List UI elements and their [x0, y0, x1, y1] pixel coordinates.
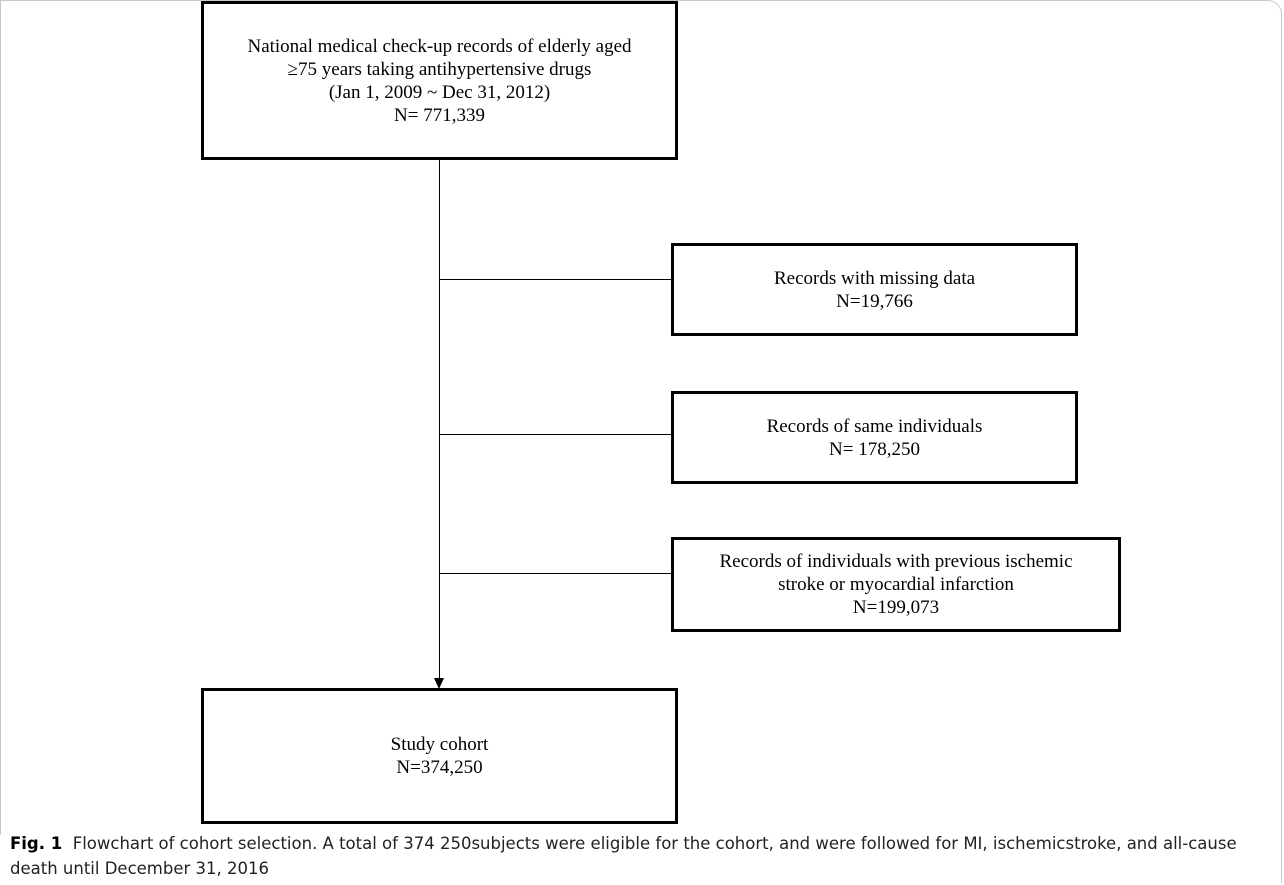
study-cohort-count: N=374,250 — [396, 757, 483, 778]
source-records-count: N= 771,339 — [394, 104, 485, 126]
connector-exclusion-2 — [440, 434, 672, 435]
figure-frame-left-border — [0, 0, 1, 835]
exclusion-1-label: Records with missing data — [773, 267, 976, 289]
study-cohort-label: Study cohort — [390, 734, 489, 755]
figure-caption-label: Fig. 1 — [10, 834, 63, 853]
source-records-line-2: ≥75 years taking antihypertensive drugs — [287, 58, 592, 80]
exclusion-box-previous-events: Records of individuals with previous isc… — [671, 537, 1121, 632]
exclusion-box-missing-data: Records with missing data N=19,766 — [671, 243, 1078, 336]
source-records-line-1: National medical check-up records of eld… — [247, 35, 632, 57]
figure-caption: Fig. 1 Flowchart of cohort selection. A … — [10, 831, 1278, 881]
source-records-box: National medical check-up records of eld… — [201, 1, 678, 160]
exclusion-box-same-individuals: Records of same individuals N= 178,250 — [671, 391, 1078, 484]
study-cohort-box: Study cohort N=374,250 — [201, 688, 678, 824]
connector-exclusion-1 — [440, 279, 672, 280]
figure-caption-text: Flowchart of cohort selection. A total o… — [10, 834, 1237, 878]
exclusion-1-count: N=19,766 — [836, 290, 913, 312]
exclusion-2-count: N= 178,250 — [829, 438, 920, 460]
exclusion-2-label: Records of same individuals — [766, 415, 983, 437]
main-flow-line — [439, 158, 440, 678]
source-records-line-3: (Jan 1, 2009 ~ Dec 31, 2012) — [328, 81, 551, 103]
arrowhead-down — [434, 678, 444, 689]
exclusion-3-count: N=199,073 — [852, 597, 940, 618]
connector-exclusion-3 — [440, 573, 672, 574]
exclusion-3-label-line-2: stroke or myocardial infarction — [778, 574, 1014, 595]
exclusion-3-label-line-1: Records of individuals with previous isc… — [719, 551, 1073, 572]
